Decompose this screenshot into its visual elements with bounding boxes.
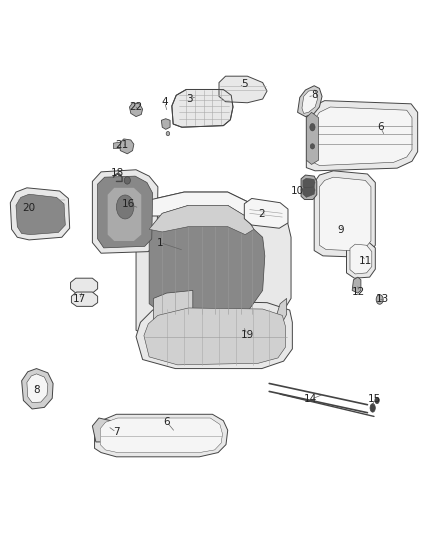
Polygon shape xyxy=(27,374,48,402)
Polygon shape xyxy=(352,277,361,293)
Ellipse shape xyxy=(310,144,314,149)
Polygon shape xyxy=(92,418,111,442)
Polygon shape xyxy=(71,278,98,293)
Polygon shape xyxy=(346,240,375,278)
Polygon shape xyxy=(136,301,292,368)
Text: 17: 17 xyxy=(73,294,86,304)
Polygon shape xyxy=(219,76,267,103)
Polygon shape xyxy=(149,205,254,235)
Polygon shape xyxy=(100,418,223,453)
Text: 2: 2 xyxy=(258,209,265,220)
Polygon shape xyxy=(149,205,265,317)
Polygon shape xyxy=(303,185,315,197)
Text: 16: 16 xyxy=(122,199,135,209)
Polygon shape xyxy=(153,290,193,341)
Text: 12: 12 xyxy=(352,287,365,297)
Polygon shape xyxy=(113,142,120,149)
Polygon shape xyxy=(136,192,291,341)
Text: 6: 6 xyxy=(163,417,170,427)
Polygon shape xyxy=(108,188,141,241)
Polygon shape xyxy=(95,414,228,457)
Polygon shape xyxy=(247,298,287,338)
Polygon shape xyxy=(11,188,70,240)
Polygon shape xyxy=(314,107,412,165)
Text: 14: 14 xyxy=(304,394,317,405)
Text: 21: 21 xyxy=(116,140,129,150)
Text: 3: 3 xyxy=(186,94,193,104)
Polygon shape xyxy=(172,90,233,127)
Polygon shape xyxy=(92,169,158,253)
Ellipse shape xyxy=(166,132,170,136)
Polygon shape xyxy=(297,86,322,117)
Text: 13: 13 xyxy=(376,294,389,304)
Text: 4: 4 xyxy=(161,96,168,107)
Polygon shape xyxy=(319,177,371,251)
Polygon shape xyxy=(161,119,170,130)
Ellipse shape xyxy=(376,295,383,304)
Text: 9: 9 xyxy=(337,225,344,236)
Text: 8: 8 xyxy=(311,90,318,100)
Polygon shape xyxy=(21,368,53,409)
Polygon shape xyxy=(16,194,65,235)
Ellipse shape xyxy=(124,176,131,184)
Polygon shape xyxy=(314,171,375,257)
Polygon shape xyxy=(120,139,134,154)
Polygon shape xyxy=(244,198,288,228)
Ellipse shape xyxy=(375,397,379,403)
Text: 1: 1 xyxy=(157,238,163,247)
Text: 15: 15 xyxy=(367,394,381,405)
Polygon shape xyxy=(306,112,318,165)
Polygon shape xyxy=(350,244,372,274)
Text: 10: 10 xyxy=(291,186,304,196)
Polygon shape xyxy=(144,308,286,365)
Text: 19: 19 xyxy=(241,329,254,340)
Text: 6: 6 xyxy=(377,122,384,132)
Ellipse shape xyxy=(370,403,375,412)
Polygon shape xyxy=(306,101,418,171)
Polygon shape xyxy=(71,292,98,306)
Text: 11: 11 xyxy=(359,256,372,266)
Polygon shape xyxy=(136,192,287,219)
Text: 5: 5 xyxy=(241,79,247,89)
Polygon shape xyxy=(130,103,143,117)
Text: 20: 20 xyxy=(22,203,35,213)
Text: 18: 18 xyxy=(111,168,124,179)
Polygon shape xyxy=(301,175,317,199)
Ellipse shape xyxy=(310,124,315,131)
Text: 8: 8 xyxy=(33,385,40,395)
Ellipse shape xyxy=(117,195,134,219)
Text: 22: 22 xyxy=(129,102,143,112)
Polygon shape xyxy=(98,176,152,248)
Text: 7: 7 xyxy=(113,427,120,438)
Polygon shape xyxy=(302,90,318,114)
Polygon shape xyxy=(303,178,315,188)
